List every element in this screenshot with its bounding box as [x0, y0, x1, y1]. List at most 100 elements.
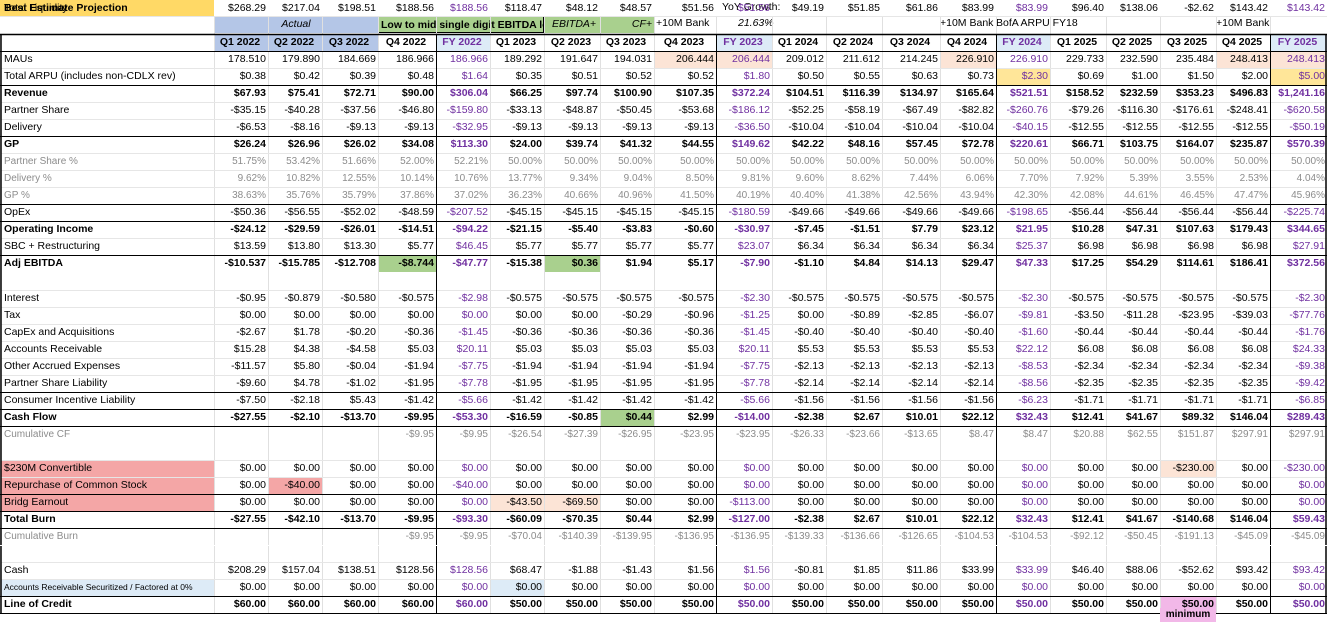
row-label[interactable]: Partner Share % [4, 156, 78, 167]
table-cell[interactable]: $217.04 [282, 2, 320, 14]
table-cell[interactable]: $0.00 [461, 581, 488, 593]
table-cell[interactable]: $42.22 [791, 138, 824, 150]
table-cell[interactable]: $0.52 [625, 70, 652, 82]
table-cell[interactable]: -$2.34 [1128, 360, 1158, 372]
table-cell[interactable]: -$2.35 [1128, 377, 1158, 389]
table-cell[interactable]: 8.50% [685, 173, 714, 184]
table-cell[interactable]: -$1.56 [964, 394, 994, 406]
table-cell[interactable]: -$8.744 [378, 255, 436, 272]
table-cell[interactable]: $33.99 [1015, 564, 1048, 576]
table-cell[interactable]: 41.50% [680, 190, 714, 201]
row-label[interactable]: Total Burn [4, 513, 56, 525]
ebitda-plus-note[interactable]: EBITDA+ [544, 16, 600, 33]
table-cell[interactable]: $116.39 [842, 87, 880, 99]
table-cell[interactable]: -$0.95 [236, 292, 266, 304]
table-cell[interactable]: -$2.14 [964, 377, 994, 389]
table-cell[interactable]: $44.55 [681, 138, 714, 150]
table-cell[interactable]: 40.40% [790, 190, 824, 201]
table-cell[interactable]: 9.04% [623, 173, 652, 184]
table-cell[interactable]: $83.99 [961, 2, 994, 14]
table-cell[interactable]: 7.92% [1075, 173, 1104, 184]
table-cell[interactable]: -$139.95 [612, 531, 652, 542]
table-cell[interactable]: $0.00 [293, 462, 320, 474]
table-cell[interactable]: -$0.575 [1232, 292, 1268, 304]
table-cell[interactable]: $13.30 [343, 240, 376, 252]
table-cell[interactable]: -$139.33 [784, 531, 824, 542]
table-cell[interactable]: -$70.04 [508, 531, 542, 542]
table-cell[interactable]: -$9.95 [459, 429, 488, 440]
table-cell[interactable]: $0.00 [1187, 581, 1214, 593]
table-cell[interactable]: $51.85 [847, 2, 880, 14]
table-cell[interactable]: -$56.44 [1178, 206, 1214, 218]
table-cell[interactable]: $48.12 [565, 2, 598, 14]
table-cell[interactable]: $34.08 [401, 138, 434, 150]
table-cell[interactable]: -$53.68 [678, 104, 714, 116]
table-cell[interactable]: $61.86 [905, 2, 938, 14]
column-header[interactable]: Q3 2025 [1166, 36, 1208, 48]
table-cell[interactable]: -$136.95 [674, 531, 714, 542]
row-label[interactable]: Accounts Receivable Securitized / Factor… [0, 579, 214, 596]
table-cell[interactable]: 37.86% [400, 190, 434, 201]
table-cell[interactable]: -$7.78 [458, 377, 488, 389]
table-cell[interactable]: -$14.51 [398, 223, 434, 235]
bank-note-2024[interactable]: +10M Bank [940, 17, 994, 29]
table-cell[interactable]: -$16.59 [506, 411, 542, 423]
table-cell[interactable]: -$1.95 [512, 377, 542, 389]
column-header[interactable]: Q1 2023 [495, 36, 537, 48]
table-cell[interactable]: 40.19% [736, 190, 770, 201]
table-cell[interactable]: $344.65 [1287, 223, 1325, 235]
table-cell[interactable]: $118.47 [504, 2, 542, 14]
table-cell[interactable]: -$52.02 [340, 206, 376, 218]
table-cell[interactable]: $32.43 [1015, 411, 1048, 423]
table-cell[interactable]: $26.02 [343, 138, 376, 150]
table-cell[interactable]: $138.06 [1120, 2, 1158, 14]
table-cell[interactable]: $10.01 [905, 411, 938, 423]
column-header[interactable]: Q3 2023 [605, 36, 647, 48]
table-cell[interactable]: 248.413 [1270, 51, 1327, 68]
table-cell[interactable]: -$21.15 [506, 223, 542, 235]
row-label[interactable]: Accounts Receivable [4, 343, 103, 355]
table-cell[interactable]: $72.78 [961, 138, 994, 150]
table-cell[interactable]: $48.57 [619, 2, 652, 14]
table-cell[interactable]: $0.00 [1077, 581, 1104, 593]
table-cell[interactable]: $2.67 [853, 411, 880, 423]
table-cell[interactable]: -$1.71 [1238, 394, 1268, 406]
table-cell[interactable]: -$9.42 [1295, 377, 1325, 389]
table-cell[interactable]: $67.93 [233, 87, 266, 99]
table-cell[interactable]: $0.00 [687, 581, 714, 593]
table-cell[interactable]: $97.74 [565, 87, 598, 99]
table-cell[interactable]: $149.62 [732, 138, 770, 150]
column-header[interactable]: Q4 2022 [385, 36, 427, 48]
table-cell[interactable]: $146.04 [1230, 513, 1268, 525]
table-cell[interactable]: 189.292 [504, 53, 542, 65]
table-cell[interactable]: -$2.14 [794, 377, 824, 389]
table-cell[interactable]: 42.08% [1070, 190, 1104, 201]
table-cell[interactable]: $13.59 [233, 240, 266, 252]
table-cell[interactable]: $235.87 [1230, 138, 1268, 150]
table-cell[interactable]: -$1.10 [794, 257, 824, 269]
table-cell[interactable]: 13.77% [508, 173, 542, 184]
table-cell[interactable]: $0.00 [687, 479, 714, 491]
table-cell[interactable]: $0.00 [1241, 462, 1268, 474]
table-cell[interactable]: $0.00 [1021, 479, 1048, 491]
table-cell[interactable]: $50.00 [681, 598, 714, 610]
row-label[interactable]: MAUs [4, 53, 33, 65]
table-cell[interactable]: $5.53 [853, 343, 880, 355]
table-cell[interactable]: 7.44% [909, 173, 938, 184]
table-cell[interactable]: -$0.44 [1238, 326, 1268, 338]
table-cell[interactable]: -$159.80 [446, 104, 488, 116]
table-cell[interactable]: -$2.35 [1074, 377, 1104, 389]
table-cell[interactable]: -$140.68 [1172, 513, 1214, 525]
table-cell[interactable]: -$49.66 [788, 206, 824, 218]
table-cell[interactable]: $0.00 [349, 479, 376, 491]
table-cell[interactable]: $6.34 [967, 240, 994, 252]
table-cell[interactable]: $188.56 [450, 2, 488, 14]
table-cell[interactable]: -$0.879 [284, 292, 320, 304]
table-cell[interactable]: 50.00% [1291, 156, 1325, 167]
table-cell[interactable]: $1.56 [687, 564, 714, 576]
table-cell[interactable]: -$0.29 [622, 309, 652, 321]
bank-note-2025[interactable]: +10M Bank [1216, 17, 1270, 29]
table-cell[interactable]: 50.00% [680, 156, 714, 167]
row-label[interactable]: Total ARPU (includes non-CDLX rev) [4, 70, 176, 82]
row-label[interactable]: Consumer Incentive Liability [4, 394, 136, 406]
